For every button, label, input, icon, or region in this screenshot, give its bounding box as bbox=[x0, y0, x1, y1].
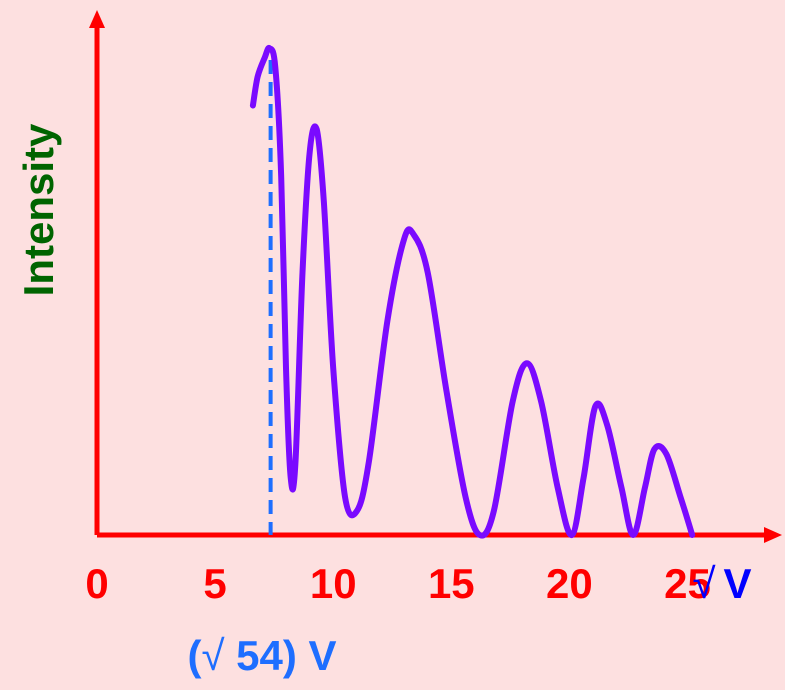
y-axis-label: Intensity bbox=[15, 123, 62, 296]
x-tick-label: 5 bbox=[203, 560, 226, 607]
intensity-curve bbox=[249, 44, 696, 539]
reference-line-label: (√ 54) V bbox=[187, 632, 336, 679]
x-axis-label-radical: √ bbox=[692, 560, 716, 607]
reference-label-radical: √ bbox=[201, 632, 225, 679]
x-tick-label: 0 bbox=[85, 560, 108, 607]
reference-label-value: 54) V bbox=[225, 632, 337, 679]
x-tick-label: 20 bbox=[546, 560, 593, 607]
x-tick-label: 10 bbox=[310, 560, 357, 607]
x-tick-label: 15 bbox=[428, 560, 475, 607]
x-tick-label: 25 bbox=[664, 560, 711, 607]
x-axis-arrowhead bbox=[764, 527, 782, 543]
x-axis-label-var: V bbox=[724, 560, 752, 607]
reference-label-open: ( bbox=[187, 632, 201, 679]
y-axis-arrowhead bbox=[89, 10, 105, 28]
x-axis-label: √ V bbox=[692, 560, 751, 607]
x-tick-labels: 0 5 10 15 20 25 bbox=[85, 560, 711, 607]
